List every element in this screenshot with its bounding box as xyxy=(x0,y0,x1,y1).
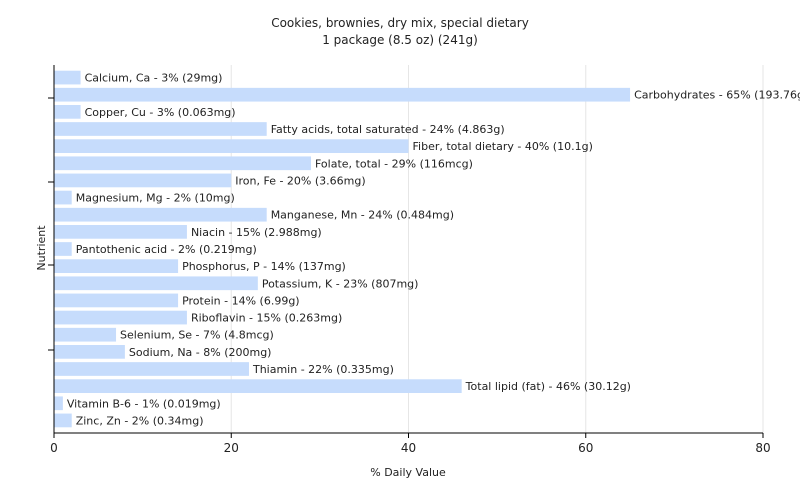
bar xyxy=(54,396,63,411)
bar xyxy=(54,310,187,325)
bar-label: Folate, total - 29% (116mcg) xyxy=(315,157,473,170)
bar xyxy=(54,225,187,239)
bar xyxy=(54,70,81,85)
x-tick-label: 60 xyxy=(578,441,593,455)
chart-subtitle: 1 package (8.5 oz) (241g) xyxy=(322,33,478,47)
chart-title: Cookies, brownies, dry mix, special diet… xyxy=(271,16,529,30)
bar xyxy=(54,105,81,119)
bar-label: Riboflavin - 15% (0.263mg) xyxy=(191,312,342,325)
y-axis-label: Nutrient xyxy=(35,225,48,271)
bar xyxy=(54,173,232,188)
bar-label: Carbohydrates - 65% (193.76g) xyxy=(634,89,800,102)
bar xyxy=(54,327,117,342)
bar-label: Selenium, Se - 7% (4.8mcg) xyxy=(120,329,274,342)
bar-label: Potassium, K - 23% (807mg) xyxy=(262,277,419,290)
bar-label: Magnesium, Mg - 2% (10mg) xyxy=(76,192,235,205)
bar xyxy=(54,362,249,376)
bar xyxy=(54,413,72,428)
bar-label: Copper, Cu - 3% (0.063mg) xyxy=(85,106,236,119)
x-tick-label: 80 xyxy=(755,441,770,455)
bar-label: Fiber, total dietary - 40% (10.1g) xyxy=(413,140,593,153)
bar xyxy=(54,276,258,291)
bar-label: Thiamin - 22% (0.335mg) xyxy=(252,363,394,376)
bar-label: Pantothenic acid - 2% (0.219mg) xyxy=(76,243,257,256)
x-tick-label: 20 xyxy=(224,441,239,455)
x-ticks: 0 20 40 60 80 xyxy=(50,433,771,455)
bar xyxy=(54,190,72,205)
bar xyxy=(54,207,267,222)
bar xyxy=(54,156,312,171)
bar-label: Total lipid (fat) - 46% (30.12g) xyxy=(465,380,631,393)
bar xyxy=(54,259,179,273)
bar xyxy=(54,379,462,393)
bar-label: Calcium, Ca - 3% (29mg) xyxy=(85,72,223,85)
bar-label: Zinc, Zn - 2% (0.34mg) xyxy=(76,414,204,427)
bar-label: Vitamin B-6 - 1% (0.019mg) xyxy=(67,397,221,410)
x-tick-label: 40 xyxy=(401,441,416,455)
bar-label: Phosphorus, P - 14% (137mg) xyxy=(182,260,346,273)
bar xyxy=(54,87,631,102)
grid-lines xyxy=(230,65,764,433)
bar-label: Protein - 14% (6.99g) xyxy=(182,294,300,307)
bar-label: Sodium, Na - 8% (200mg) xyxy=(129,346,272,359)
bars: Calcium, Ca - 3% (29mg) Carbohydrates - 6… xyxy=(54,70,800,428)
bar-label: Iron, Fe - 20% (3.66mg) xyxy=(235,174,365,187)
bar-label: Fatty acids, total saturated - 24% (4.86… xyxy=(271,123,505,136)
bar xyxy=(54,122,267,136)
bar xyxy=(54,139,409,153)
bar xyxy=(54,293,179,308)
x-tick-label: 0 xyxy=(50,441,58,455)
bar xyxy=(54,345,125,359)
bar xyxy=(54,242,72,256)
bar-label: Niacin - 15% (2.988mg) xyxy=(191,226,322,239)
x-axis-label: % Daily Value xyxy=(370,466,446,479)
bar-label: Manganese, Mn - 24% (0.484mg) xyxy=(271,209,454,222)
